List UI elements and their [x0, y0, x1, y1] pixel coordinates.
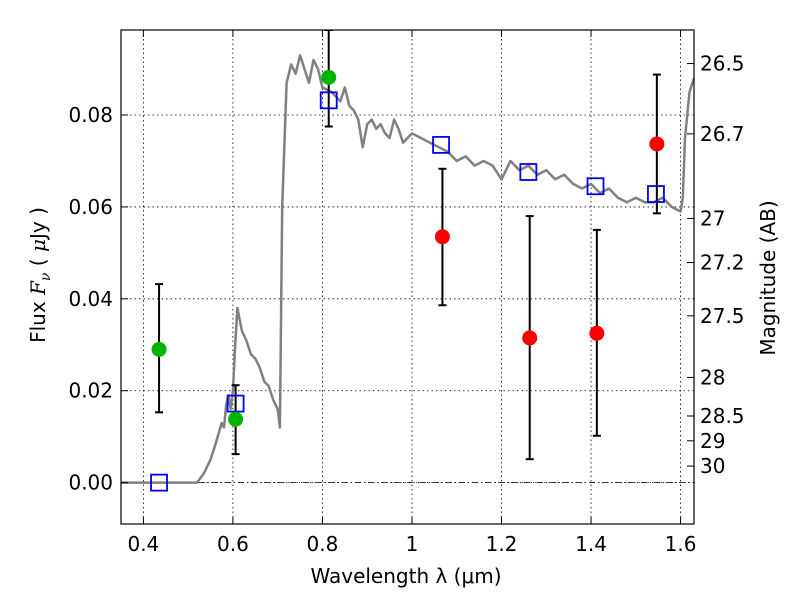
x-tick-label: 0.8 [307, 532, 339, 556]
plot-area [121, 30, 694, 492]
y-tick-label: 0.08 [68, 103, 113, 127]
red-detection-point [434, 229, 450, 245]
right-tick-label: 29 [700, 429, 725, 453]
right-tick-label: 27.2 [700, 251, 745, 275]
green-detection-point [321, 69, 337, 85]
green-detection-point [228, 411, 244, 427]
x-tick-label: 1.2 [486, 532, 518, 556]
x-tick-label: 0.6 [217, 532, 249, 556]
right-tick-label: 30 [700, 454, 725, 478]
right-tick-label: 27.5 [700, 304, 745, 328]
svg-text:Flux Fν ( μJy ): Flux Fν ( μJy ) [26, 207, 54, 343]
model-photometry-square [226, 394, 245, 413]
axis-ticks: 0.4 0.6 0.8 1 1.2 1.4 1.6 0.00 0.02 0.04 0.06 0.08 2… [68, 30, 745, 556]
red-detection-point [649, 136, 665, 152]
y-axis-right-label: Magnitude (AB) [756, 200, 780, 355]
red-detection-point [522, 330, 538, 346]
y-tick-label: 0.00 [68, 471, 113, 495]
grid-lines [121, 30, 694, 524]
x-axis-label: Wavelength λ (μm) [310, 564, 501, 588]
right-tick-label: 27 [700, 206, 725, 230]
green-detection-point [151, 341, 167, 357]
model-photometry-square [432, 135, 450, 154]
y-tick-label: 0.04 [68, 287, 113, 311]
model-sed-line [121, 54, 694, 484]
plot-frame [120, 29, 695, 525]
model-photometry-square [586, 177, 605, 196]
red-detection-point [589, 325, 605, 341]
right-tick-label: 26.5 [700, 52, 745, 76]
right-tick-label: 28 [700, 365, 725, 389]
x-tick-label: 0.4 [127, 532, 159, 556]
model-photometry-square [647, 185, 665, 203]
right-tick-label: 26.7 [700, 122, 745, 146]
model-photometry-square [150, 473, 168, 492]
model-photometry-square [319, 91, 338, 110]
model-photometry-square [519, 163, 538, 181]
y-axis-left-label: Flux Fν ( μJy ) [26, 207, 54, 343]
y-tick-label: 0.06 [68, 195, 113, 219]
x-tick-label: 1 [406, 532, 419, 556]
right-tick-label: 28.5 [700, 404, 745, 428]
x-tick-label: 1.4 [575, 532, 607, 556]
y-tick-label: 0.02 [68, 379, 113, 403]
x-tick-label: 1.6 [665, 532, 697, 556]
